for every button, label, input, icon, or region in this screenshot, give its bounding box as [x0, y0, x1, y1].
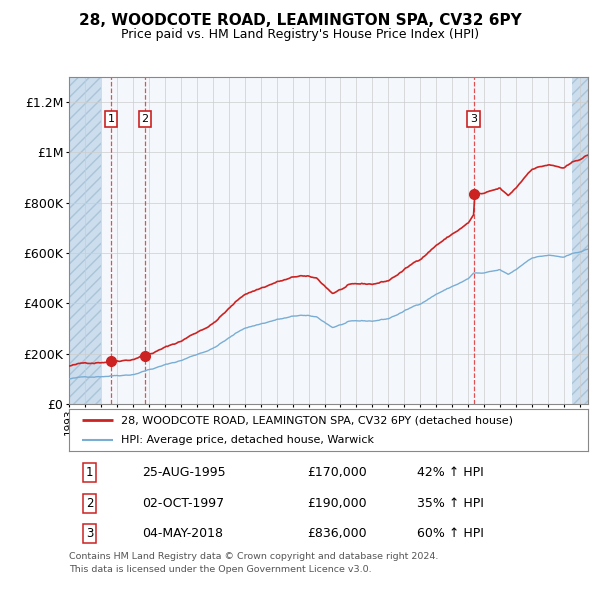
- Text: Price paid vs. HM Land Registry's House Price Index (HPI): Price paid vs. HM Land Registry's House …: [121, 28, 479, 41]
- Text: £170,000: £170,000: [308, 466, 367, 479]
- Text: 1: 1: [107, 114, 115, 124]
- Bar: [572, 77, 588, 404]
- Text: £836,000: £836,000: [308, 527, 367, 540]
- Bar: [69, 77, 101, 404]
- Text: £190,000: £190,000: [308, 497, 367, 510]
- Text: 04-MAY-2018: 04-MAY-2018: [142, 527, 223, 540]
- Text: 28, WOODCOTE ROAD, LEAMINGTON SPA, CV32 6PY (detached house): 28, WOODCOTE ROAD, LEAMINGTON SPA, CV32 …: [121, 415, 513, 425]
- Text: 60% ↑ HPI: 60% ↑ HPI: [417, 527, 484, 540]
- Bar: [572, 77, 588, 404]
- Text: Contains HM Land Registry data © Crown copyright and database right 2024.: Contains HM Land Registry data © Crown c…: [69, 552, 439, 561]
- Text: 1: 1: [86, 466, 94, 479]
- Text: 2: 2: [141, 114, 148, 124]
- Bar: [69, 77, 101, 404]
- Text: This data is licensed under the Open Government Licence v3.0.: This data is licensed under the Open Gov…: [69, 565, 371, 574]
- Text: 35% ↑ HPI: 35% ↑ HPI: [417, 497, 484, 510]
- Text: 3: 3: [470, 114, 477, 124]
- Text: 02-OCT-1997: 02-OCT-1997: [142, 497, 224, 510]
- Text: 3: 3: [86, 527, 94, 540]
- Bar: [101, 77, 572, 404]
- Text: HPI: Average price, detached house, Warwick: HPI: Average price, detached house, Warw…: [121, 435, 374, 445]
- Text: 28, WOODCOTE ROAD, LEAMINGTON SPA, CV32 6PY: 28, WOODCOTE ROAD, LEAMINGTON SPA, CV32 …: [79, 13, 521, 28]
- Text: 42% ↑ HPI: 42% ↑ HPI: [417, 466, 484, 479]
- Text: 2: 2: [86, 497, 94, 510]
- Text: 25-AUG-1995: 25-AUG-1995: [142, 466, 225, 479]
